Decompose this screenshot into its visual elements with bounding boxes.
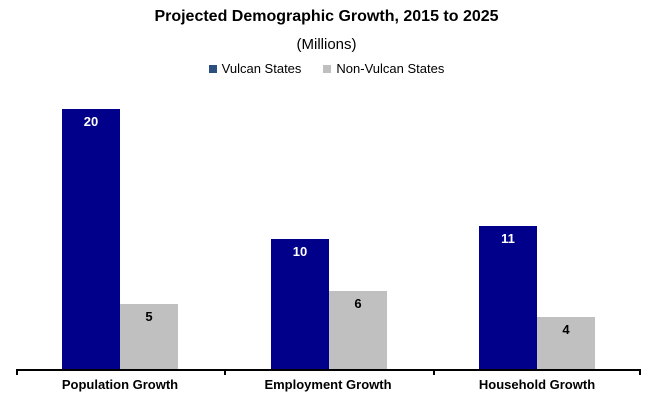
x-axis-tick (16, 371, 18, 375)
bar-value-label: 10 (292, 244, 308, 259)
x-axis-tick (224, 371, 226, 375)
legend: Vulcan States Non-Vulcan States (0, 61, 653, 76)
bar-non-vulcan-states-population-growth: 5 (120, 304, 178, 369)
bar-vulcan-states-population-growth: 20 (62, 109, 120, 369)
x-axis-tick (639, 371, 641, 375)
bar-non-vulcan-states-employment-growth: 6 (329, 291, 387, 369)
chart-area: 20 5 Population Growth 10 6 Employment Growth… (16, 0, 641, 411)
bar-value-label: 20 (83, 114, 99, 129)
category-label-employment-growth: Employment Growth (264, 377, 392, 392)
legend-item-vulcan-states: Vulcan States (208, 61, 302, 76)
bar-vulcan-states-employment-growth: 10 (271, 239, 329, 369)
bar-value-label: 4 (562, 322, 570, 337)
chart-title: Projected Demographic Growth, 2015 to 20… (154, 8, 499, 25)
x-axis-tick (433, 371, 435, 375)
bar-value-label: 11 (501, 231, 515, 246)
bar-value-label: 6 (354, 296, 362, 311)
legend-label-non-vulcan-states: Non-Vulcan States (336, 61, 445, 76)
chart-subtitle: (Millions) (296, 36, 357, 53)
category-label-population-growth: Population Growth (61, 377, 179, 392)
legend-swatch-vulcan-states (208, 64, 217, 73)
category-label-household-growth: Household Growth (478, 377, 596, 392)
bar-non-vulcan-states-household-growth: 4 (537, 317, 595, 369)
bar-vulcan-states-household-growth: 11 (479, 226, 537, 369)
bar-value-label: 5 (145, 309, 153, 324)
legend-item-non-vulcan-states: Non-Vulcan States (323, 61, 444, 76)
legend-swatch-non-vulcan-states (323, 64, 332, 73)
legend-label-vulcan-states: Vulcan States (221, 61, 302, 76)
x-axis-line (16, 369, 641, 371)
